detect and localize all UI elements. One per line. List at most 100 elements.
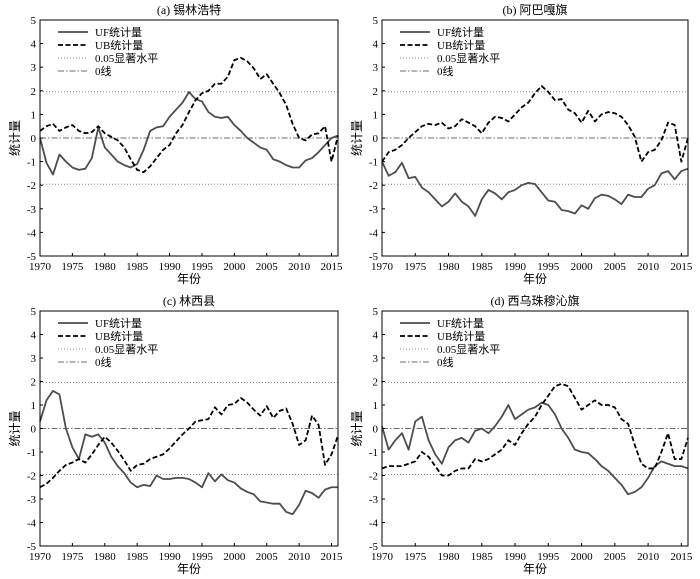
- y-tick-label: -5: [27, 251, 37, 263]
- legend-item-uf: UF统计量: [58, 26, 142, 39]
- legend-label: 0线: [95, 355, 112, 369]
- x-tick-label: 1975: [61, 551, 84, 563]
- y-tick-label: -4: [27, 518, 37, 530]
- y-axis-label: 统计量: [8, 410, 22, 446]
- legend-item-ub: UB统计量: [58, 330, 143, 343]
- y-tick-label: -5: [369, 251, 379, 263]
- x-tick-label: 1985: [471, 551, 494, 563]
- x-tick-label: 1995: [191, 261, 214, 273]
- uf-series-line: [381, 161, 689, 217]
- y-tick-label: 2: [31, 86, 37, 98]
- y-tick-label: -1: [27, 157, 36, 169]
- y-axis-label: 统计量: [350, 120, 364, 156]
- x-tick-label: 1995: [191, 551, 214, 563]
- x-tick-label: 2005: [256, 551, 279, 563]
- x-tick-label: 2010: [637, 261, 660, 273]
- y-tick-label: 4: [31, 39, 37, 51]
- y-tick-label: 2: [373, 377, 379, 389]
- legend-label: UF统计量: [95, 317, 142, 330]
- y-tick-label: -5: [369, 541, 379, 553]
- legend-item-zero-line: 0线: [58, 64, 112, 78]
- legend-label: 0线: [95, 64, 112, 78]
- y-tick-label: 3: [31, 62, 37, 74]
- x-tick-label: 2000: [571, 551, 594, 563]
- y-tick-label: 4: [31, 330, 37, 342]
- y-tick-label: 1: [373, 109, 379, 121]
- y-tick-label: 5: [373, 306, 379, 318]
- chart-title: (c) 林西县: [163, 294, 215, 308]
- y-tick-label: 0: [373, 133, 379, 145]
- y-tick-label: -3: [369, 494, 379, 506]
- y-tick-label: -3: [27, 204, 37, 216]
- legend-item-significance: 0.05显著水平: [58, 342, 158, 356]
- ub-series-line: [381, 382, 689, 477]
- x-axis-label: 年份: [523, 272, 547, 286]
- x-tick-label: 1980: [438, 551, 461, 563]
- y-tick-label: -1: [369, 157, 378, 169]
- x-tick-label: 1990: [504, 261, 527, 273]
- legend-label: 0.05显著水平: [437, 51, 500, 65]
- legend-label: UF统计量: [95, 26, 142, 39]
- y-tick-label: 3: [31, 353, 37, 365]
- x-tick-label: 1975: [404, 261, 427, 273]
- chart-title: (a) 锡林浩特: [157, 2, 221, 17]
- x-tick-label: 2015: [670, 261, 693, 273]
- x-tick-label: 1990: [159, 261, 182, 273]
- y-tick-label: -3: [27, 494, 37, 506]
- x-axis-label: 年份: [177, 562, 201, 576]
- x-tick-label: 1980: [94, 261, 117, 273]
- x-tick-label: 1975: [404, 551, 427, 563]
- y-tick-label: 4: [373, 330, 379, 342]
- legend-item-zero-line: 0线: [400, 355, 454, 369]
- y-tick-label: -2: [369, 180, 378, 192]
- x-tick-label: 1970: [29, 551, 52, 563]
- chart-panel-d: 1970 1975 1980 1985 1990 1995 2000 2005 2010 2015…: [350, 293, 693, 576]
- x-tick-label: 2015: [321, 551, 344, 563]
- chart-panel-b: 1970 1975 1980 1985 1990 1995 2000 2005 2010 2015…: [350, 2, 693, 286]
- legend-item-uf: UF统计量: [400, 317, 484, 330]
- x-tick-label: 1995: [537, 551, 560, 563]
- y-tick-label: -2: [369, 471, 378, 483]
- legend-item-zero-line: 0线: [58, 355, 112, 369]
- legend-item-significance: 0.05显著水平: [400, 51, 500, 65]
- x-tick-label: 2010: [637, 551, 660, 563]
- x-tick-label: 2005: [604, 551, 627, 563]
- y-tick-label: -4: [27, 227, 37, 239]
- y-tick-label: -4: [369, 227, 379, 239]
- legend-label: UF统计量: [437, 317, 484, 330]
- legend-item-significance: 0.05显著水平: [58, 51, 158, 65]
- x-tick-label: 2005: [256, 261, 279, 273]
- y-tick-label: 0: [373, 424, 379, 436]
- legend-item-uf: UF统计量: [400, 26, 484, 39]
- x-tick-label: 2005: [604, 261, 627, 273]
- x-tick-label: 1990: [159, 551, 182, 563]
- y-tick-label: 2: [373, 86, 379, 98]
- legend-item-ub: UB统计量: [58, 39, 143, 52]
- x-tick-label: 1975: [61, 261, 84, 273]
- x-tick-label: 1980: [94, 551, 117, 563]
- y-tick-label: -1: [27, 447, 36, 459]
- legend-label: UF统计量: [437, 26, 484, 39]
- legend-item-significance: 0.05显著水平: [400, 342, 500, 356]
- chart-title: (b) 阿巴嘎旗: [503, 2, 568, 17]
- x-tick-label: 1985: [126, 551, 149, 563]
- x-tick-label: 1995: [537, 261, 560, 273]
- y-tick-label: 0: [31, 133, 37, 145]
- ub-series-line: [39, 397, 339, 489]
- legend-label: 0.05显著水平: [95, 342, 158, 356]
- x-tick-label: 2010: [288, 261, 311, 273]
- x-tick-label: 2000: [223, 551, 246, 563]
- y-tick-label: -5: [27, 541, 37, 553]
- y-tick-label: 5: [31, 306, 37, 318]
- y-tick-label: 1: [373, 400, 379, 412]
- legend-label: UB统计量: [437, 330, 485, 343]
- x-tick-label: 2010: [288, 551, 311, 563]
- legend-label: UB统计量: [95, 39, 143, 52]
- x-tick-label: 2015: [670, 551, 693, 563]
- y-tick-label: 0: [31, 424, 37, 436]
- ub-series-line: [39, 56, 339, 174]
